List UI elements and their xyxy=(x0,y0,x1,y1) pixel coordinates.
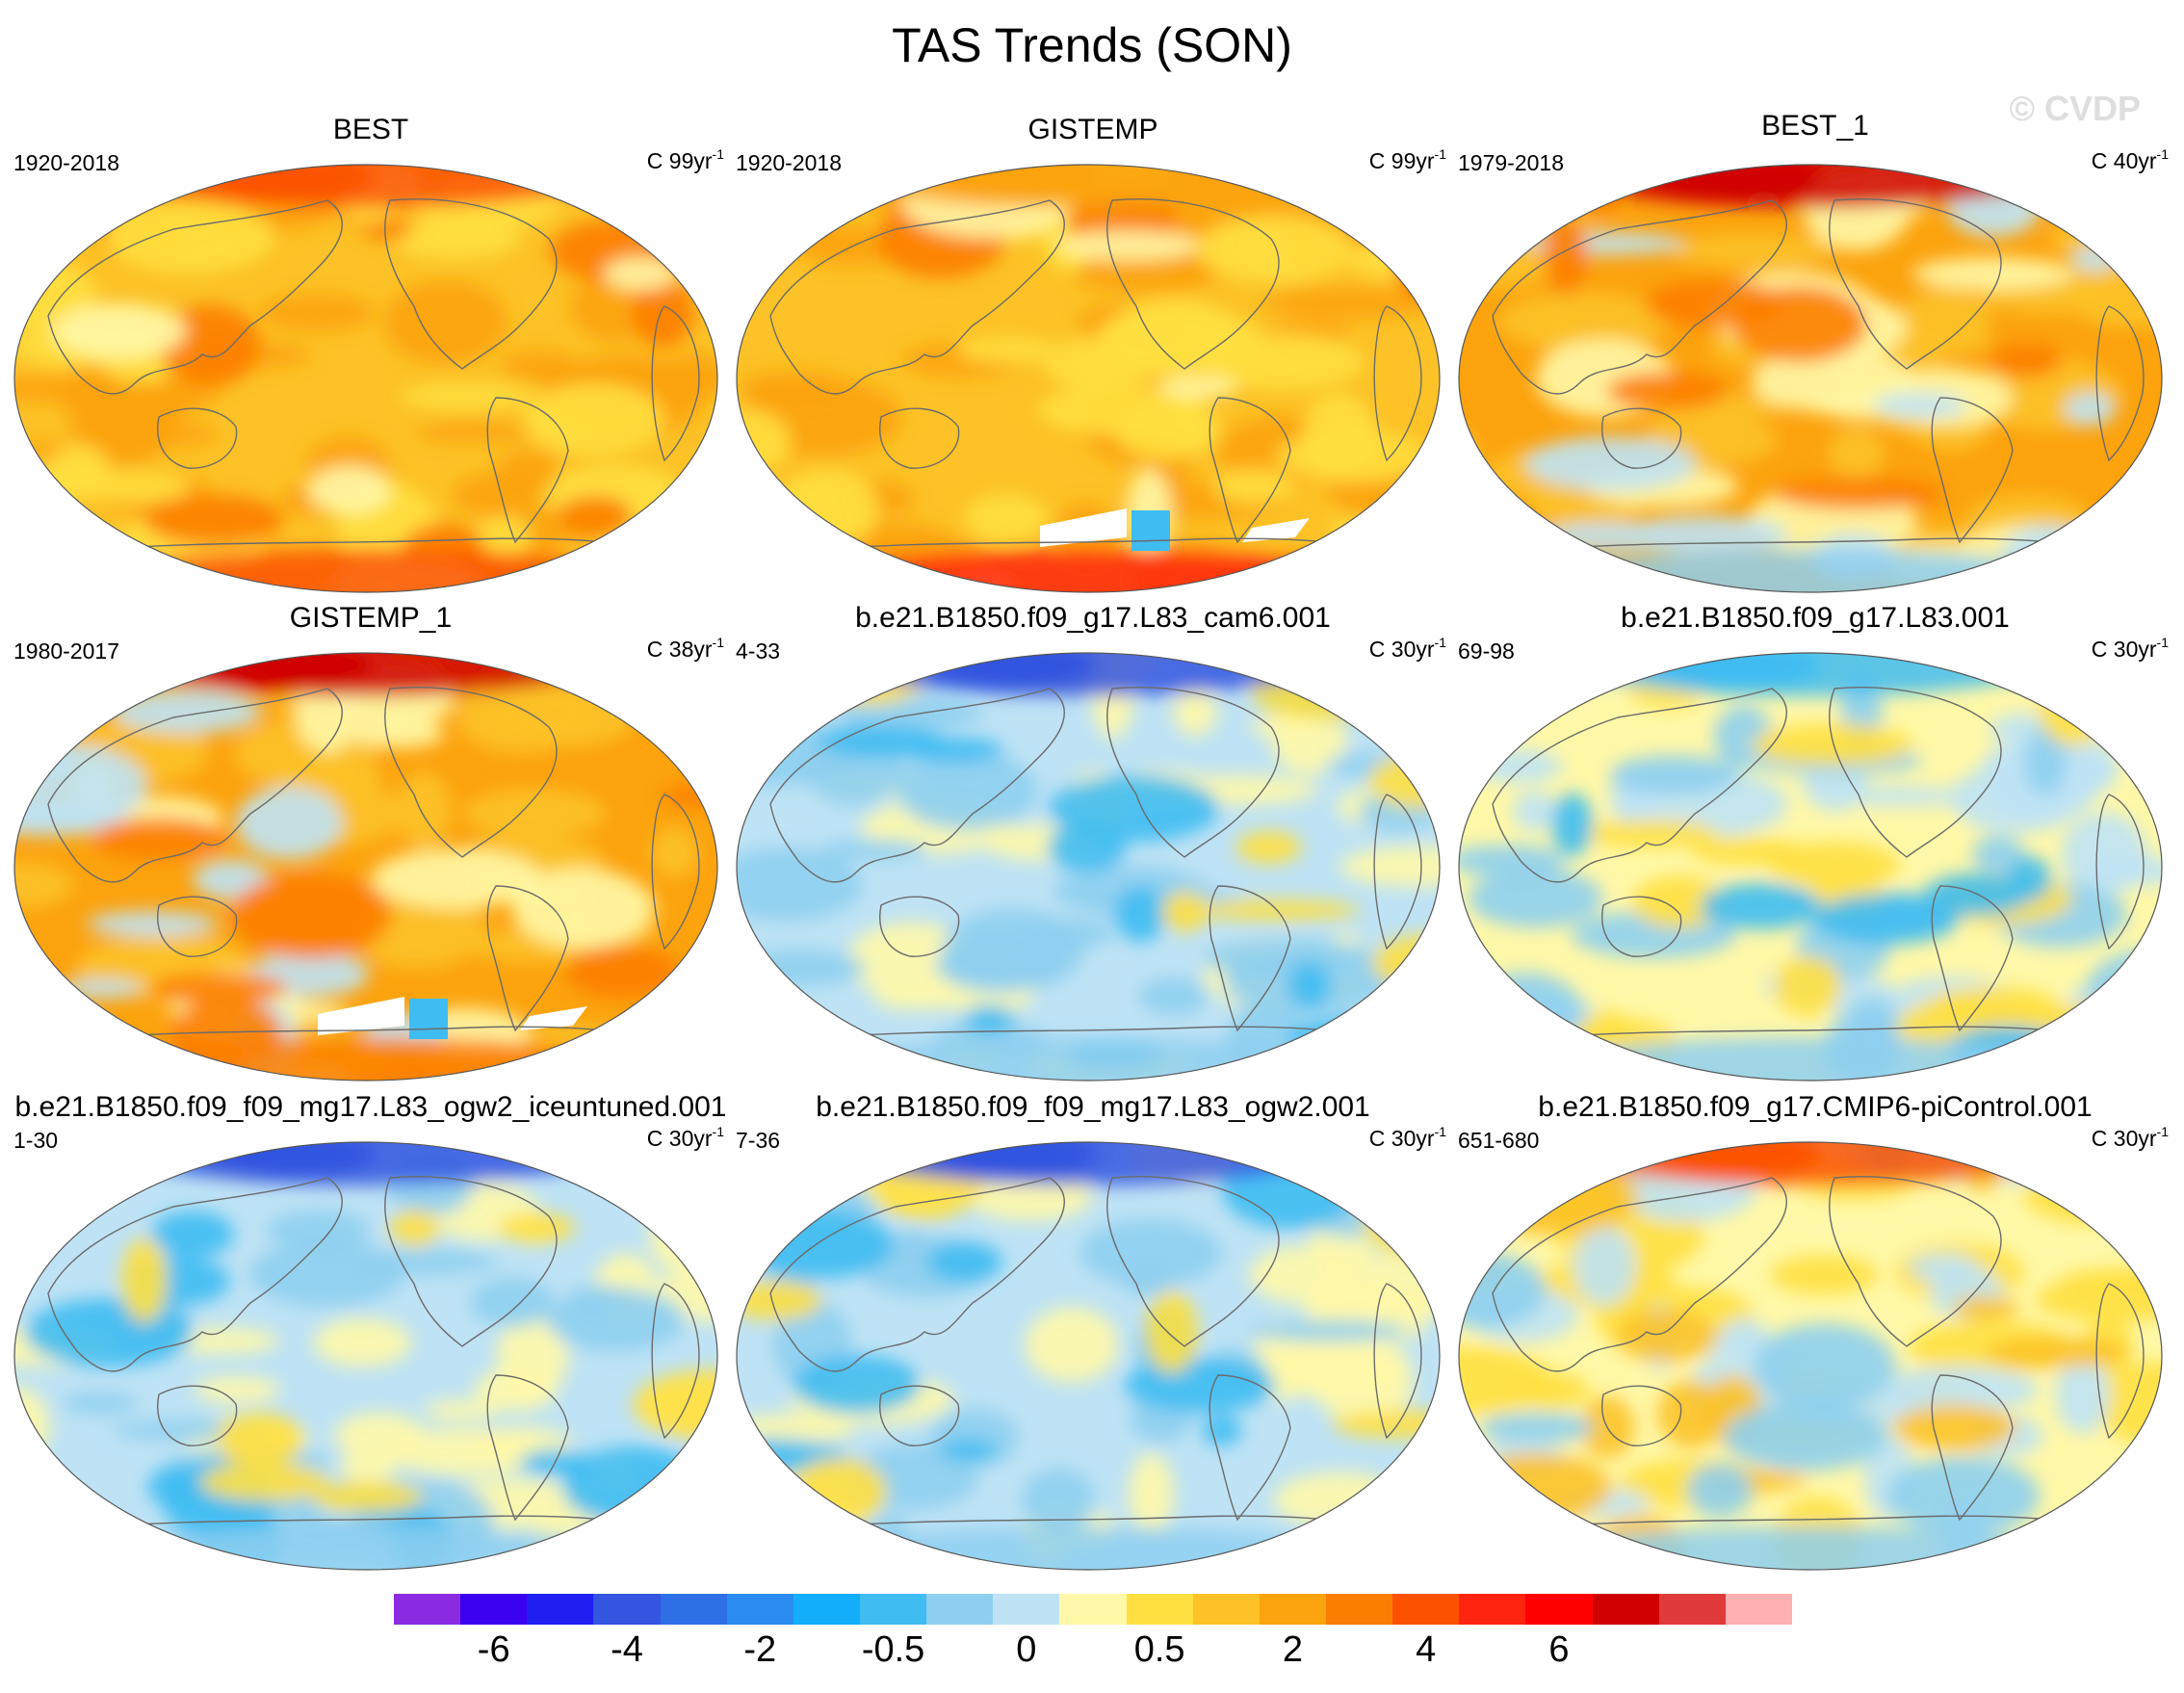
map-panel: b.e21.B1850.f09_g17.L83_cam6.001 4-33 C 30… xyxy=(732,602,1454,1083)
colorbar-label: 2 xyxy=(1282,1629,1303,1670)
panel-units: C 40yr-1 xyxy=(2091,146,2169,173)
colorbar-swatch xyxy=(1392,1594,1460,1625)
colorbar-swatch xyxy=(1658,1594,1726,1625)
panel-title: b.e21.B1850.f09_g17.L83.001 xyxy=(1621,602,2010,634)
colorbar-label: 0 xyxy=(1016,1629,1037,1670)
colorbar-swatch xyxy=(726,1594,793,1625)
world-map xyxy=(736,164,1441,593)
panel-units: C 30yr-1 xyxy=(1368,635,1446,662)
map-panel: b.e21.B1850.f09_f09_mg17.L83_ogw2_iceunt… xyxy=(10,1091,732,1573)
colorbar-label: -2 xyxy=(743,1629,777,1670)
colorbar-label: -4 xyxy=(611,1629,643,1670)
colorbar-swatch xyxy=(1459,1594,1526,1625)
colorbar-swatch xyxy=(926,1594,994,1625)
colorbar-swatch xyxy=(859,1594,927,1625)
colorbar-swatch xyxy=(1725,1594,1792,1625)
world-map xyxy=(1458,652,2163,1081)
panel-title: BEST xyxy=(332,114,409,145)
panel-units: C 99yr-1 xyxy=(1368,146,1446,173)
colorbar-swatch xyxy=(660,1594,727,1625)
map-panel: BEST 1920-2018 C 99yr-1 xyxy=(10,114,732,595)
world-map xyxy=(13,1141,718,1571)
colorbar-swatch xyxy=(1592,1594,1659,1625)
world-map xyxy=(736,1141,1441,1571)
colorbar-swatch xyxy=(1059,1594,1127,1625)
watermark: © CVDP xyxy=(2009,89,2141,128)
colorbar-swatch xyxy=(993,1594,1060,1625)
colorbar-swatch xyxy=(1259,1594,1326,1625)
map-panel: GISTEMP_1 1980-2017 C 38yr-1 xyxy=(10,602,732,1083)
colorbar-swatch xyxy=(793,1594,860,1625)
world-map xyxy=(736,652,1441,1081)
panel-period: 7-36 xyxy=(736,1128,781,1153)
colorbar-swatch xyxy=(527,1594,594,1625)
map-panel: GISTEMP 1920-2018 C 99yr-1 xyxy=(732,114,1454,595)
world-map xyxy=(1458,1141,2163,1571)
world-map xyxy=(13,652,718,1081)
colorbar-label: 6 xyxy=(1548,1629,1570,1670)
panel-title: GISTEMP xyxy=(1027,114,1158,145)
map-panel: BEST_1 1979-2018 C 40yr-1 xyxy=(1454,110,2176,595)
panel-period: 1-30 xyxy=(13,1128,59,1153)
colorbar xyxy=(394,1594,1792,1625)
colorbar-swatch xyxy=(1325,1594,1393,1625)
colorbar-label: -6 xyxy=(477,1629,510,1670)
map-panel: b.e21.B1850.f09_g17.L83.001 69-98 C 30yr-1 xyxy=(1454,602,2176,1083)
panel-title: b.e21.B1850.f09_g17.L83_cam6.001 xyxy=(855,602,1331,634)
panel-period: 1979-2018 xyxy=(1458,150,1564,175)
panel-period: 1980-2017 xyxy=(13,638,119,664)
colorbar-swatch xyxy=(394,1594,461,1625)
panel-title: b.e21.B1850.f09_f09_mg17.L83_ogw2.001 xyxy=(816,1091,1370,1123)
panel-units: C 38yr-1 xyxy=(646,635,724,662)
panel-period: 1920-2018 xyxy=(736,150,842,175)
colorbar-swatch xyxy=(593,1594,661,1625)
panel-title: GISTEMP_1 xyxy=(289,602,453,634)
colorbar-label: 0.5 xyxy=(1133,1629,1185,1670)
panel-period: 651-680 xyxy=(1458,1128,1540,1153)
panel-units: C 30yr-1 xyxy=(1368,1124,1446,1151)
panel-title: b.e21.B1850.f09_f09_mg17.L83_ogw2_iceunt… xyxy=(14,1091,727,1123)
panel-units: C 30yr-1 xyxy=(646,1124,724,1151)
colorbar-swatch xyxy=(1192,1594,1260,1625)
panel-title: BEST_1 xyxy=(1761,110,1869,142)
panel-units: C 30yr-1 xyxy=(2091,635,2169,662)
panel-period: 1920-2018 xyxy=(13,150,119,175)
panel-units: C 30yr-1 xyxy=(2091,1124,2169,1151)
colorbar-swatch xyxy=(1525,1594,1593,1625)
panel-title: b.e21.B1850.f09_g17.CMIP6-piControl.001 xyxy=(1538,1091,2093,1123)
panel-units: C 99yr-1 xyxy=(646,146,724,173)
map-panel: b.e21.B1850.f09_f09_mg17.L83_ogw2.001 7-3… xyxy=(732,1091,1454,1573)
colorbar-label: 4 xyxy=(1416,1629,1437,1670)
panel-period: 69-98 xyxy=(1458,638,1515,664)
world-map xyxy=(13,164,718,593)
world-map xyxy=(1458,164,2163,593)
panel-period: 4-33 xyxy=(736,638,781,664)
figure-title: TAS Trends (SON) xyxy=(892,18,1292,72)
map-panel: b.e21.B1850.f09_g17.CMIP6-piControl.001 6… xyxy=(1454,1091,2176,1573)
colorbar-label: -0.5 xyxy=(861,1629,925,1670)
colorbar-swatch xyxy=(460,1594,528,1625)
colorbar-swatch xyxy=(1126,1594,1193,1625)
